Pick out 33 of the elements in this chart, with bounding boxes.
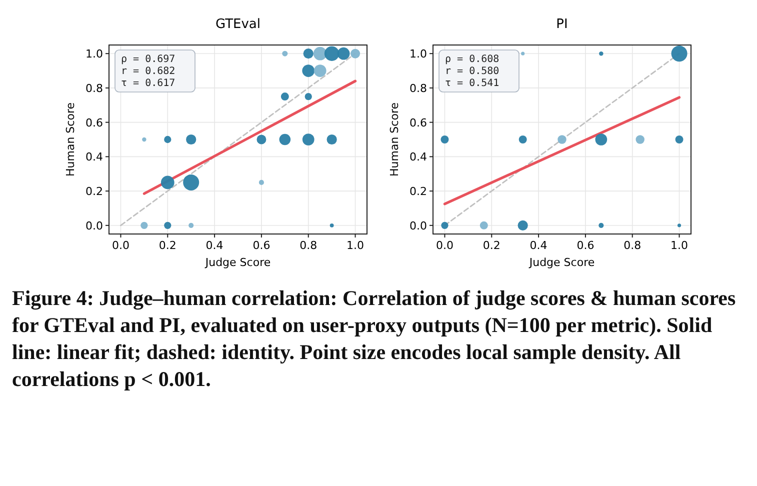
y-tick-label: 1.0 (410, 48, 427, 61)
x-tick-label: 0.8 (300, 239, 318, 252)
x-tick-label: 0.0 (112, 239, 130, 252)
y-tick-label: 0.0 (86, 219, 103, 232)
y-tick-label: 0.2 (410, 185, 427, 198)
x-tick-label: 0.2 (482, 239, 500, 252)
y-tick-label: 0.8 (86, 82, 103, 95)
x-axis-title: Judge Score (528, 256, 595, 269)
y-axis-title: Human Score (64, 102, 77, 176)
x-tick-label: 0.4 (530, 239, 548, 252)
y-axis-title: Human Score (388, 102, 401, 176)
y-tick-label: 0.4 (410, 150, 427, 164)
y-tick-label: 0.6 (86, 116, 103, 130)
x-tick-label: 0.6 (252, 239, 270, 252)
y-tick-label: 0.4 (86, 150, 103, 164)
x-axis-title: Judge Score (204, 256, 271, 269)
x-tick-label: 1.0 (670, 239, 688, 252)
x-tick-label: 0.2 (158, 239, 176, 252)
chart-title: GTEval (215, 17, 261, 32)
x-tick-label: 0.4 (206, 239, 224, 252)
y-tick-label: 0.2 (86, 185, 103, 198)
annotation: ρ = 0.697 r = 0.682 τ = 0.617 (121, 54, 176, 89)
annotation: ρ = 0.608 r = 0.580 τ = 0.541 (445, 54, 500, 89)
y-tick-label: 0.8 (410, 82, 427, 95)
x-tick-label: 0.6 (576, 239, 594, 252)
chart-title: PI (556, 17, 568, 32)
caption: Figure 4: Judge–human correlation: Correlation of judge scores & human scores for GTEval and PI, evaluated on user-proxy outputs (N=100 per metric). Solid line: linear fit; dashed: identity. Point size encodes local sample density. All correlations p < 0.001. (12, 286, 736, 391)
x-tick-label: 1.0 (346, 239, 364, 252)
y-tick-label: 1.0 (86, 48, 103, 61)
y-tick-label: 0.6 (410, 116, 427, 130)
x-tick-label: 0.8 (624, 239, 642, 252)
y-tick-label: 0.0 (410, 219, 427, 232)
x-tick-label: 0.0 (436, 239, 454, 252)
